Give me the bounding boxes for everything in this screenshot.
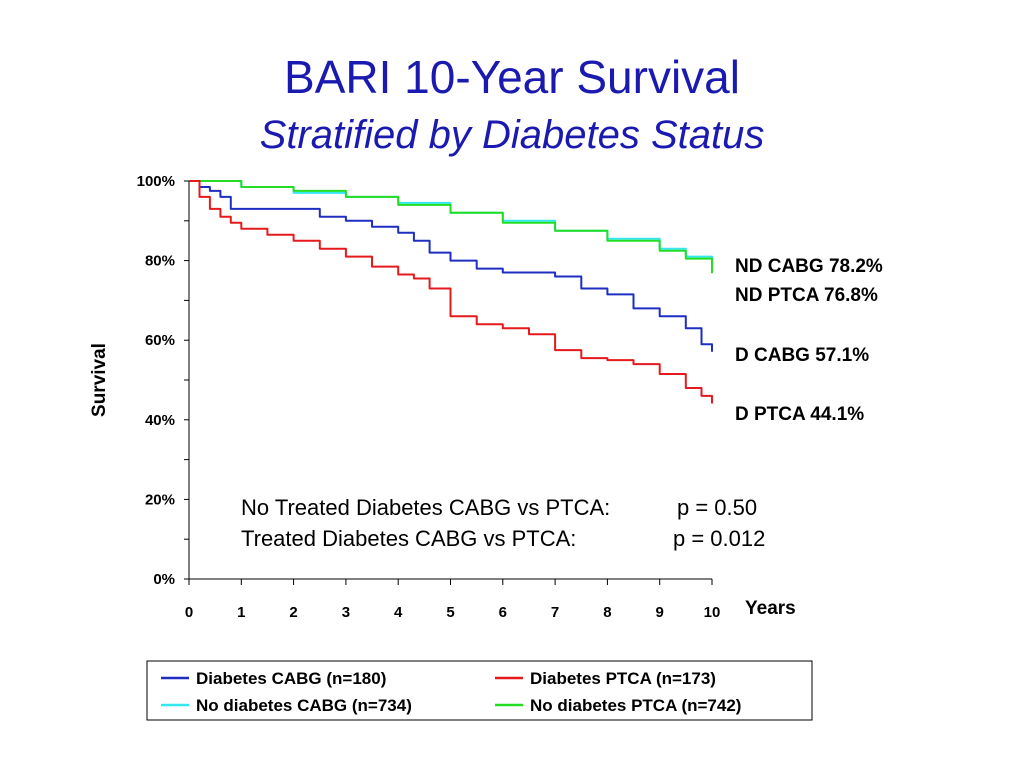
axes: 0% 20% 40% 60% 80% 100% 0 1 2 3 4 5 6 7 8 9 10 — [137, 173, 721, 621]
series-line-diabetes-ptca — [189, 180, 713, 404]
legend-label-no-diabetes-cabg: No diabetes CABG (n=734) — [196, 696, 412, 715]
y-tick-label: 100% — [137, 173, 175, 190]
legend-box — [146, 660, 813, 721]
legend-label-diabetes-cabg: Diabetes CABG (n=180) — [196, 669, 386, 688]
series-line-no-diabetes-ptca — [189, 180, 713, 274]
legend-label-no-diabetes-ptca: No diabetes PTCA (n=742) — [530, 696, 741, 715]
x-tick-label: 5 — [446, 604, 454, 621]
x-tick-label: 9 — [656, 604, 664, 621]
x-tick-label: 3 — [342, 604, 350, 621]
annotation-treated-diabetes-p: p = 0.012 — [673, 526, 765, 551]
chart-title: BARI 10-Year Survival — [284, 51, 740, 103]
annotation-no-treated-diabetes: No Treated Diabetes CABG vs PTCA: — [241, 495, 610, 520]
series-line-diabetes-cabg — [189, 180, 713, 352]
y-tick-label: 80% — [145, 253, 175, 270]
end-label-nd-ptca: ND PTCA 76.8% — [735, 285, 878, 306]
end-label-d-cabg: D CABG 57.1% — [735, 345, 869, 366]
y-tick-label: 40% — [145, 412, 175, 429]
x-tick-label: 1 — [237, 604, 245, 621]
y-axis-title: Survival — [89, 343, 110, 417]
x-tick-label: 8 — [603, 604, 611, 621]
x-tick-label: 7 — [551, 604, 559, 621]
y-tick-label: 20% — [145, 491, 175, 508]
legend: Diabetes CABG (n=180) Diabetes PTCA (n=1… — [146, 660, 813, 721]
legend-label-diabetes-ptca: Diabetes PTCA (n=173) — [530, 669, 716, 688]
x-tick-label: 0 — [185, 604, 193, 621]
end-label-d-ptca: D PTCA 44.1% — [735, 404, 864, 425]
series-lines — [189, 180, 713, 404]
y-tick-label: 60% — [145, 332, 175, 349]
annotation-treated-diabetes: Treated Diabetes CABG vs PTCA: — [241, 526, 576, 551]
annotation-no-treated-diabetes-p: p = 0.50 — [677, 495, 757, 520]
y-tick-label: 0% — [153, 571, 175, 588]
end-label-nd-cabg: ND CABG 78.2% — [735, 256, 883, 277]
x-tick-label: 6 — [499, 604, 507, 621]
x-axis-title: Years — [745, 598, 796, 619]
x-tick-label: 10 — [704, 604, 721, 621]
x-tick-label: 2 — [289, 604, 297, 621]
x-tick-label: 4 — [394, 604, 403, 621]
chart-subtitle: Stratified by Diabetes Status — [259, 113, 765, 157]
